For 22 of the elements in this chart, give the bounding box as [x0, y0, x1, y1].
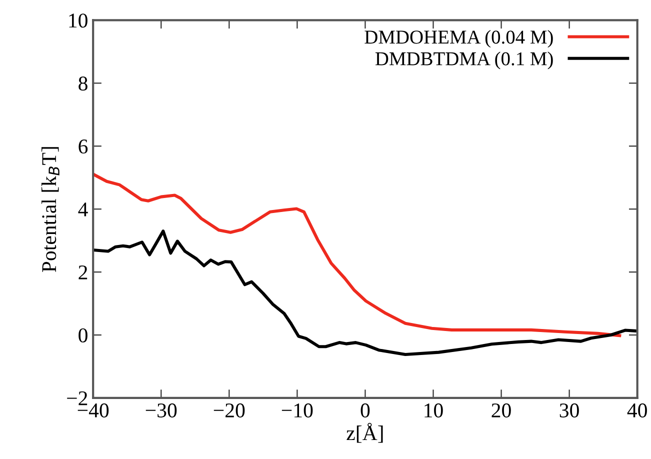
x-tick-label: 20 [492, 403, 511, 418]
y-tick-label: 6 [78, 140, 88, 154]
x-tick-label: 0 [360, 403, 370, 418]
line-series [93, 230, 637, 356]
y-tick-label: 4 [78, 202, 88, 216]
y-tick-label: 10 [69, 14, 88, 28]
legend-label: DMDOHEMA (0.04 M) [364, 30, 553, 48]
x-tick-label: −20 [214, 403, 245, 418]
x-tick-label: −40 [78, 403, 109, 418]
y-tick-label: 8 [78, 76, 88, 91]
x-axis-title: z[Å] [346, 422, 383, 443]
y-tick-label: −2 [67, 391, 88, 406]
x-tick-label: 10 [424, 403, 443, 418]
y-tick-label: 2 [78, 265, 88, 280]
legend-label: DMDBTDMA (0.1 M) [375, 52, 553, 70]
x-tick-label: 40 [627, 403, 647, 418]
x-tick-label: −30 [146, 403, 177, 418]
y-axis-title: Potential [k$_{B}$T] [41, 147, 60, 272]
x-tick-label: −10 [282, 403, 313, 418]
y-tick-label: 0 [78, 328, 88, 342]
x-tick-label: 30 [560, 403, 579, 418]
line-series [93, 172, 622, 338]
